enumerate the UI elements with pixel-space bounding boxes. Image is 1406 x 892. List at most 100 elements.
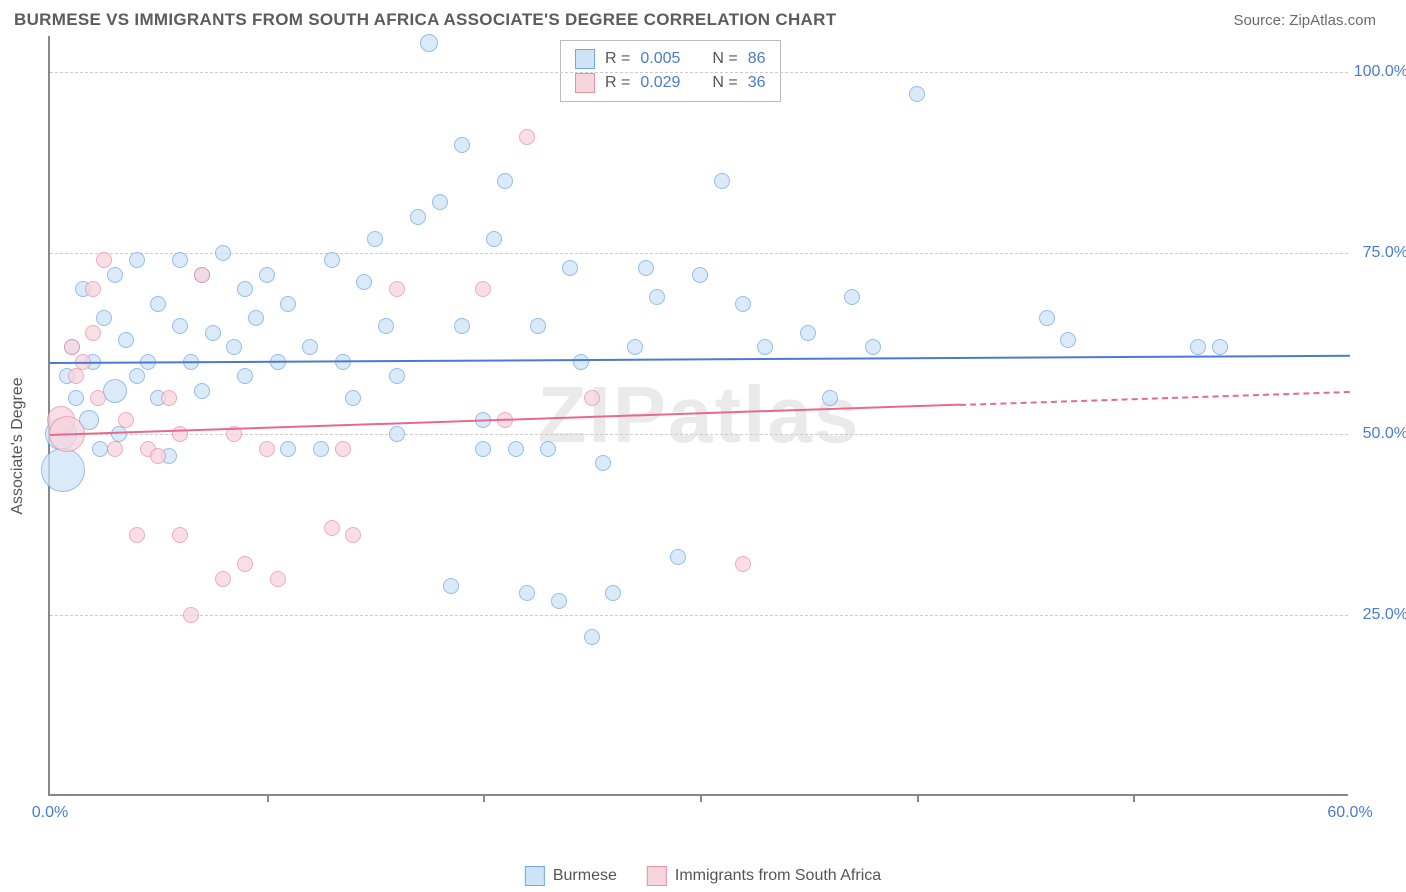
legend-r-label: R = bbox=[605, 50, 630, 68]
data-point bbox=[486, 231, 502, 247]
gridline bbox=[50, 434, 1348, 435]
data-point bbox=[475, 441, 491, 457]
data-point bbox=[237, 368, 253, 384]
data-point bbox=[280, 296, 296, 312]
y-tick-label: 75.0% bbox=[1352, 244, 1406, 262]
data-point bbox=[1039, 310, 1055, 326]
data-point bbox=[670, 549, 686, 565]
data-point bbox=[237, 556, 253, 572]
data-point bbox=[68, 368, 84, 384]
data-point bbox=[1190, 339, 1206, 355]
legend-swatch bbox=[575, 73, 595, 93]
trend-line bbox=[960, 391, 1350, 406]
data-point bbox=[735, 296, 751, 312]
data-point bbox=[865, 339, 881, 355]
data-point bbox=[909, 86, 925, 102]
source-label: Source: ZipAtlas.com bbox=[1233, 12, 1376, 29]
data-point bbox=[1060, 332, 1076, 348]
data-point bbox=[90, 390, 106, 406]
data-point bbox=[432, 194, 448, 210]
scatter-plot: ZIPatlas R =0.005N =86R =0.029N =36 25.0… bbox=[48, 36, 1348, 796]
data-point bbox=[335, 441, 351, 457]
y-tick-label: 50.0% bbox=[1352, 425, 1406, 443]
correlation-legend: R =0.005N =86R =0.029N =36 bbox=[560, 40, 781, 102]
data-point bbox=[103, 379, 127, 403]
data-point bbox=[519, 585, 535, 601]
data-point bbox=[389, 281, 405, 297]
data-point bbox=[313, 441, 329, 457]
data-point bbox=[1212, 339, 1228, 355]
data-point bbox=[519, 129, 535, 145]
chart-title: BURMESE VS IMMIGRANTS FROM SOUTH AFRICA … bbox=[14, 10, 836, 30]
series-legend-label: Burmese bbox=[553, 867, 617, 885]
data-point bbox=[410, 209, 426, 225]
legend-swatch bbox=[575, 49, 595, 69]
x-tick-label: 60.0% bbox=[1327, 804, 1372, 822]
legend-n-label: N = bbox=[712, 74, 737, 92]
legend-r-value: 0.005 bbox=[640, 50, 680, 68]
data-point bbox=[324, 252, 340, 268]
x-tick-mark bbox=[483, 794, 485, 802]
data-point bbox=[389, 426, 405, 442]
data-point bbox=[627, 339, 643, 355]
x-tick-mark bbox=[917, 794, 919, 802]
legend-n-label: N = bbox=[712, 50, 737, 68]
trend-line bbox=[50, 354, 1350, 363]
data-point bbox=[270, 571, 286, 587]
data-point bbox=[389, 368, 405, 384]
data-point bbox=[367, 231, 383, 247]
legend-swatch bbox=[525, 866, 545, 886]
data-point bbox=[692, 267, 708, 283]
data-point bbox=[324, 520, 340, 536]
data-point bbox=[259, 267, 275, 283]
data-point bbox=[64, 339, 80, 355]
legend-row: R =0.029N =36 bbox=[575, 71, 766, 95]
data-point bbox=[96, 310, 112, 326]
data-point bbox=[107, 441, 123, 457]
data-point bbox=[259, 441, 275, 457]
data-point bbox=[378, 318, 394, 334]
data-point bbox=[194, 383, 210, 399]
legend-swatch bbox=[647, 866, 667, 886]
data-point bbox=[573, 354, 589, 370]
data-point bbox=[302, 339, 318, 355]
trend-line bbox=[50, 404, 960, 436]
data-point bbox=[280, 441, 296, 457]
x-tick-mark bbox=[267, 794, 269, 802]
data-point bbox=[584, 629, 600, 645]
data-point bbox=[118, 332, 134, 348]
y-tick-label: 100.0% bbox=[1352, 63, 1406, 81]
data-point bbox=[595, 455, 611, 471]
data-point bbox=[129, 252, 145, 268]
data-point bbox=[551, 593, 567, 609]
data-point bbox=[508, 441, 524, 457]
data-point bbox=[735, 556, 751, 572]
x-tick-mark bbox=[700, 794, 702, 802]
data-point bbox=[118, 412, 134, 428]
x-tick-mark bbox=[1133, 794, 1135, 802]
gridline bbox=[50, 253, 1348, 254]
data-point bbox=[237, 281, 253, 297]
series-legend-item: Immigrants from South Africa bbox=[647, 866, 881, 886]
data-point bbox=[85, 281, 101, 297]
data-point bbox=[92, 441, 108, 457]
data-point bbox=[172, 527, 188, 543]
data-point bbox=[844, 289, 860, 305]
data-point bbox=[172, 318, 188, 334]
data-point bbox=[649, 289, 665, 305]
legend-row: R =0.005N =86 bbox=[575, 47, 766, 71]
data-point bbox=[605, 585, 621, 601]
data-point bbox=[183, 607, 199, 623]
data-point bbox=[443, 578, 459, 594]
gridline bbox=[50, 615, 1348, 616]
data-point bbox=[68, 390, 84, 406]
data-point bbox=[129, 527, 145, 543]
data-point bbox=[540, 441, 556, 457]
data-point bbox=[454, 318, 470, 334]
data-point bbox=[215, 571, 231, 587]
data-point bbox=[714, 173, 730, 189]
data-point bbox=[248, 310, 264, 326]
data-point bbox=[757, 339, 773, 355]
data-point bbox=[172, 252, 188, 268]
data-point bbox=[356, 274, 372, 290]
